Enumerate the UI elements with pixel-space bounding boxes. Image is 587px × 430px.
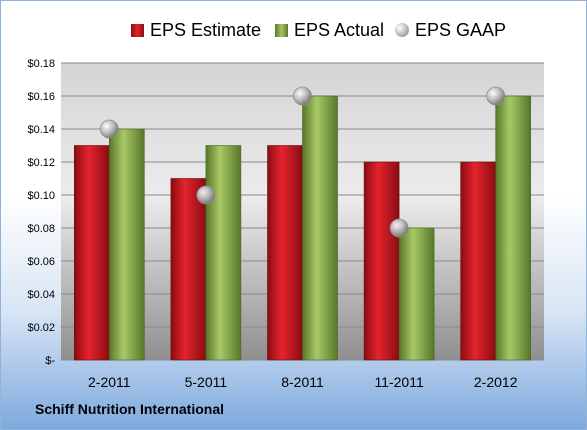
y-tick-label: $0.08	[27, 223, 55, 235]
y-tick-label: $0.06	[27, 256, 55, 268]
legend-item-eps-actual: EPS Actual	[275, 17, 384, 43]
bar-eps-actual	[302, 95, 338, 361]
y-tick-label: $0.02	[27, 322, 55, 334]
bar-eps-actual	[109, 128, 145, 361]
y-tick-label: $0.04	[27, 289, 55, 301]
legend-label-eps-gaap: EPS GAAP	[415, 19, 507, 40]
legend-label-eps-actual: EPS Actual	[294, 19, 385, 40]
bar-eps-actual	[205, 145, 242, 361]
legend-item-eps-gaap: EPS GAAP	[395, 17, 506, 43]
marker-eps-gaap	[293, 86, 312, 106]
bar-eps-estimate	[363, 161, 400, 361]
y-tick-label: $0.18	[27, 58, 55, 70]
legend: EPS Estimate EPS Actual EPS GAAP	[1, 17, 586, 43]
x-axis: 2-2011 5-2011 8-2011 11-2011 2-2012	[88, 374, 518, 390]
legend-label-eps-estimate: EPS Estimate	[150, 19, 262, 40]
y-tick-label: $-	[45, 355, 55, 367]
marker-eps-gaap	[196, 185, 216, 205]
x-tick-label: 2-2011	[88, 374, 131, 390]
y-tick-label: $0.12	[27, 157, 55, 169]
gaap-markers	[99, 86, 506, 238]
y-tick-label: $0.14	[27, 124, 55, 136]
legend-marker-eps-gaap	[395, 23, 409, 37]
bar-eps-estimate	[170, 178, 207, 361]
legend-item-eps-estimate: EPS Estimate	[131, 17, 261, 43]
bar-eps-actual	[495, 95, 532, 361]
marker-eps-gaap	[99, 119, 119, 139]
bar-eps-actual	[398, 227, 435, 361]
y-tick-label: $0.10	[27, 190, 55, 202]
bar-eps-estimate	[267, 145, 303, 361]
x-tick-label: 2-2012	[474, 374, 518, 390]
bar-eps-estimate	[460, 161, 497, 361]
marker-eps-gaap	[486, 86, 506, 106]
company-name: Schiff Nutrition International	[35, 401, 224, 417]
x-tick-label: 8-2011	[281, 374, 324, 390]
legend-swatch-eps-actual	[275, 23, 288, 37]
y-axis: $- $0.02 $0.04 $0.06 $0.08 $0.10 $0.12 $0.14 $0.…	[27, 58, 55, 367]
legend-swatch-eps-estimate	[131, 23, 144, 37]
x-tick-label: 5-2011	[185, 374, 228, 390]
y-tick-label: $0.16	[27, 91, 55, 103]
marker-eps-gaap	[389, 218, 409, 238]
bar-eps-estimate	[74, 145, 110, 361]
bars	[74, 95, 532, 361]
x-tick-label: 11-2011	[374, 374, 424, 390]
